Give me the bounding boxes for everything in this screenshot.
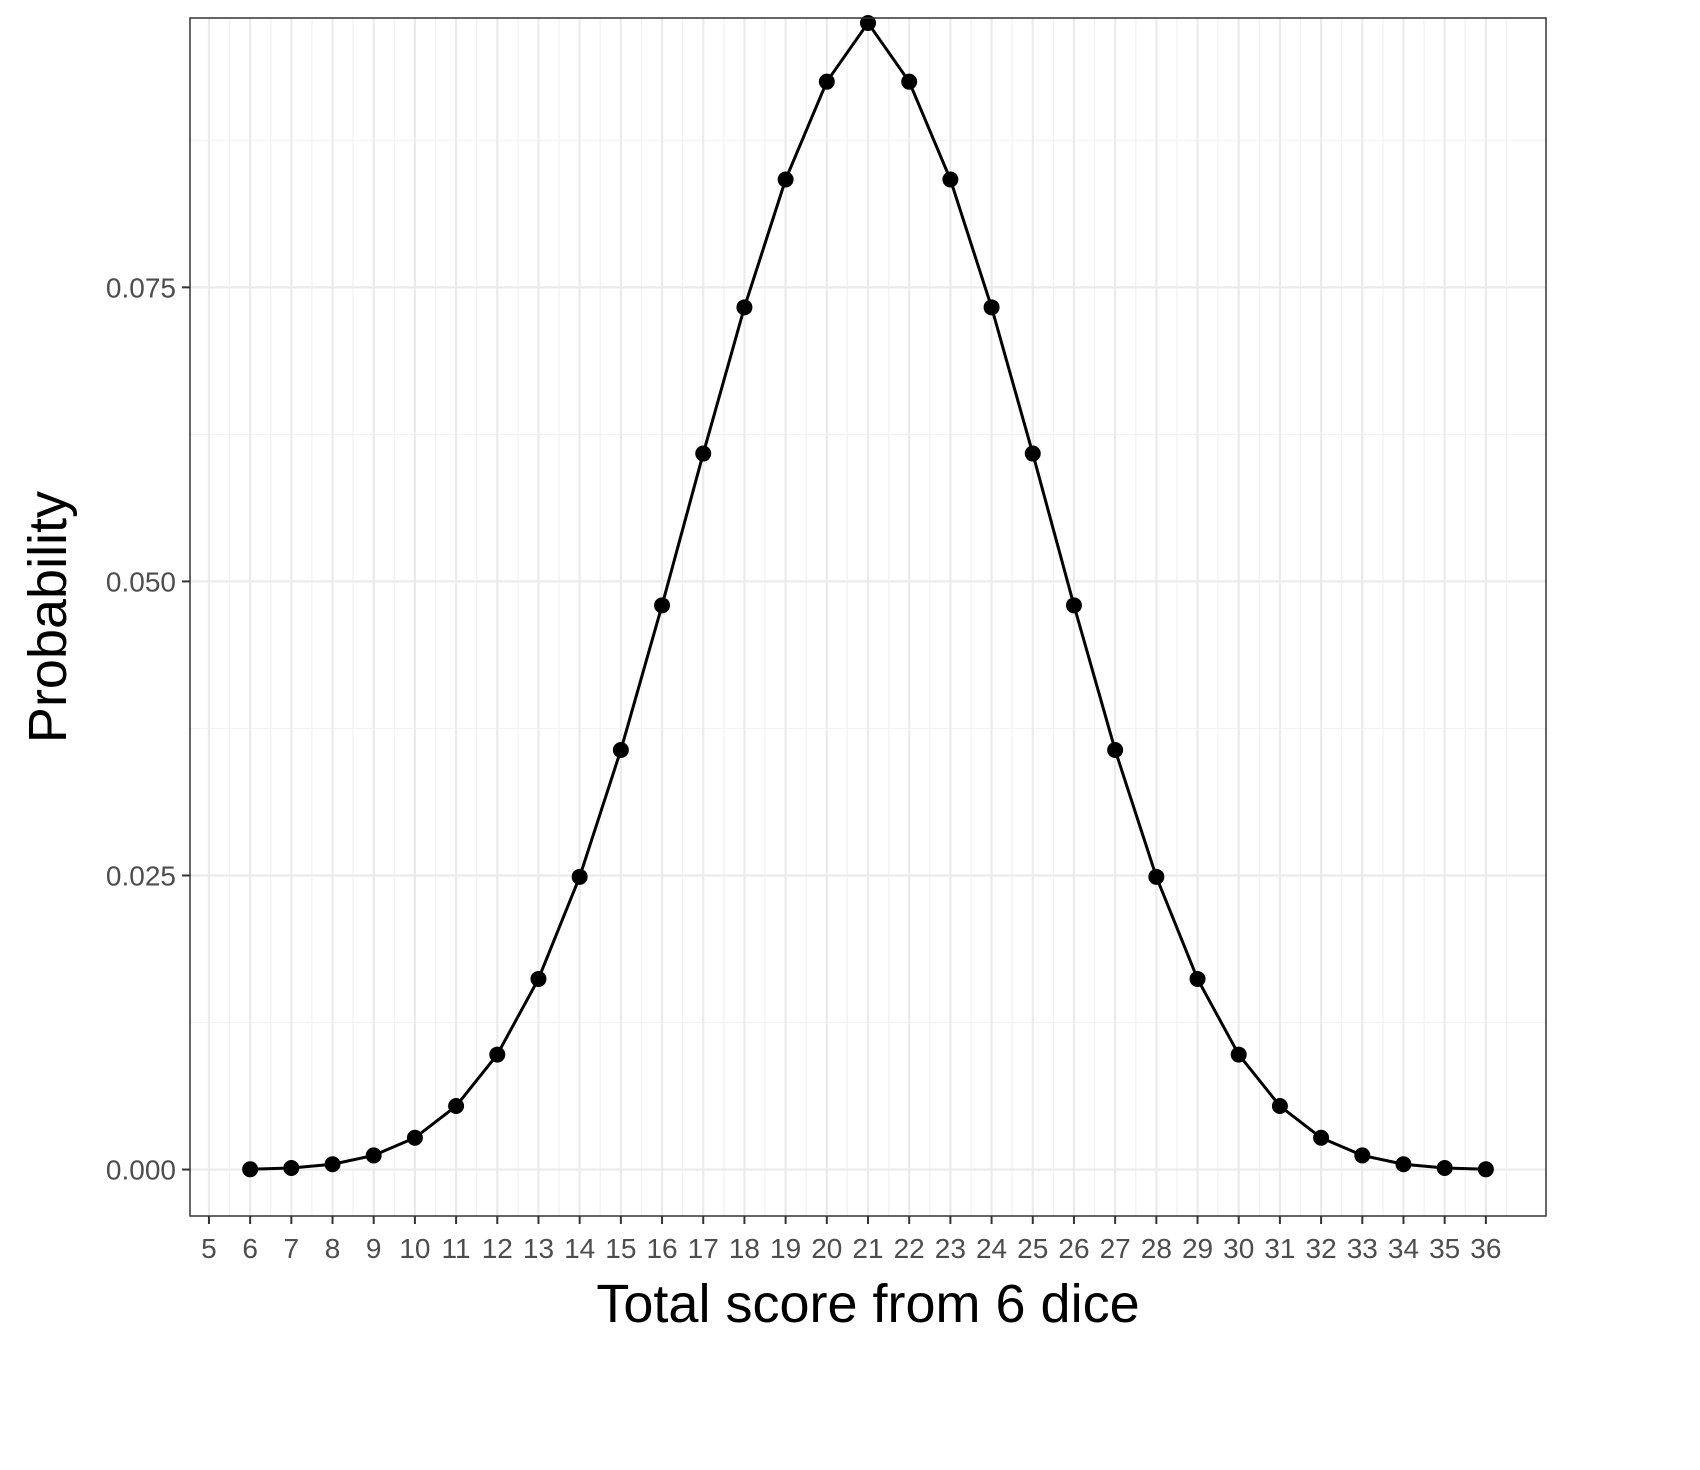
x-tick-label: 11 [442,1233,471,1264]
x-tick-label: 33 [1347,1233,1378,1264]
data-point-marker [860,14,876,31]
x-tick-label: 23 [935,1233,966,1264]
x-tick-label: 22 [894,1233,925,1264]
data-point-marker [242,1161,259,1178]
x-tick-label: 8 [325,1233,341,1264]
x-tick-label: 9 [366,1233,382,1264]
data-point-marker [1107,742,1124,759]
data-point-marker [1395,1156,1412,1173]
x-axis: 5 6 7 8 9 10 11 12 13 14 15 16 17 18 19 20 21 22 23 24 25 26 2… [201,1216,1501,1264]
data-point-marker [695,445,712,462]
x-tick-label: 17 [688,1233,719,1264]
x-tick-label: 10 [399,1233,430,1264]
y-axis-title: Probability [18,491,78,743]
y-axis: 0.000 0.025 0.050 0.075 [106,272,190,1186]
x-tick-label: 19 [770,1233,801,1264]
data-point-marker [448,1098,465,1115]
x-tick-label: 12 [482,1233,513,1264]
plot-panel [189,14,1547,1217]
x-tick-label: 34 [1388,1233,1419,1264]
data-point-marker [489,1046,506,1063]
data-point-marker [901,73,918,90]
data-point-marker [1354,1147,1371,1164]
data-point-marker [1477,1161,1494,1178]
x-tick-label: 13 [523,1233,554,1264]
data-point-marker [1065,597,1082,614]
x-tick-label: 18 [729,1233,760,1264]
x-tick-label: 20 [811,1233,842,1264]
data-point-marker [324,1156,341,1173]
x-tick-label: 5 [201,1233,217,1264]
major-gridlines [190,18,1546,1216]
data-point-marker [1148,868,1165,885]
data-point-marker [1436,1160,1453,1177]
data-point-marker [365,1147,382,1164]
data-point-marker [818,73,835,90]
data-point-marker [406,1129,423,1146]
data-point-marker [736,299,753,316]
x-tick-label: 30 [1223,1233,1254,1264]
x-tick-label: 16 [646,1233,677,1264]
x-tick-label: 36 [1470,1233,1501,1264]
x-tick-label: 6 [242,1233,258,1264]
data-point-marker [1189,970,1206,987]
data-point-marker [654,597,671,614]
x-tick-label: 7 [284,1233,300,1264]
x-tick-label: 28 [1141,1233,1172,1264]
data-points [242,14,1494,1178]
x-axis-title: Total score from 6 dice [596,1274,1139,1334]
x-tick-label: 32 [1306,1233,1337,1264]
data-point-marker [571,868,588,885]
x-tick-label: 21 [852,1233,883,1264]
data-point-marker [942,171,959,188]
data-point-marker [983,299,1000,316]
y-tick-label: 0.025 [106,860,176,891]
y-tick-label: 0.050 [106,566,176,597]
y-tick-label: 0.075 [106,272,176,303]
data-point-marker [283,1160,300,1177]
x-tick-label: 31 [1264,1233,1295,1264]
data-point-marker [1313,1129,1330,1146]
x-tick-label: 15 [605,1233,636,1264]
data-point-marker [1024,445,1041,462]
data-point-marker [530,970,547,987]
x-tick-label: 29 [1182,1233,1213,1264]
data-point-marker [1230,1046,1247,1063]
x-tick-label: 35 [1429,1233,1460,1264]
y-tick-label: 0.000 [106,1155,176,1186]
data-point-marker [1271,1098,1288,1115]
x-tick-label: 25 [1017,1233,1048,1264]
data-point-marker [612,742,629,759]
x-tick-label: 27 [1100,1233,1131,1264]
data-point-marker [777,171,794,188]
x-tick-label: 26 [1058,1233,1089,1264]
x-tick-label: 24 [976,1233,1007,1264]
x-tick-label: 14 [564,1233,595,1264]
